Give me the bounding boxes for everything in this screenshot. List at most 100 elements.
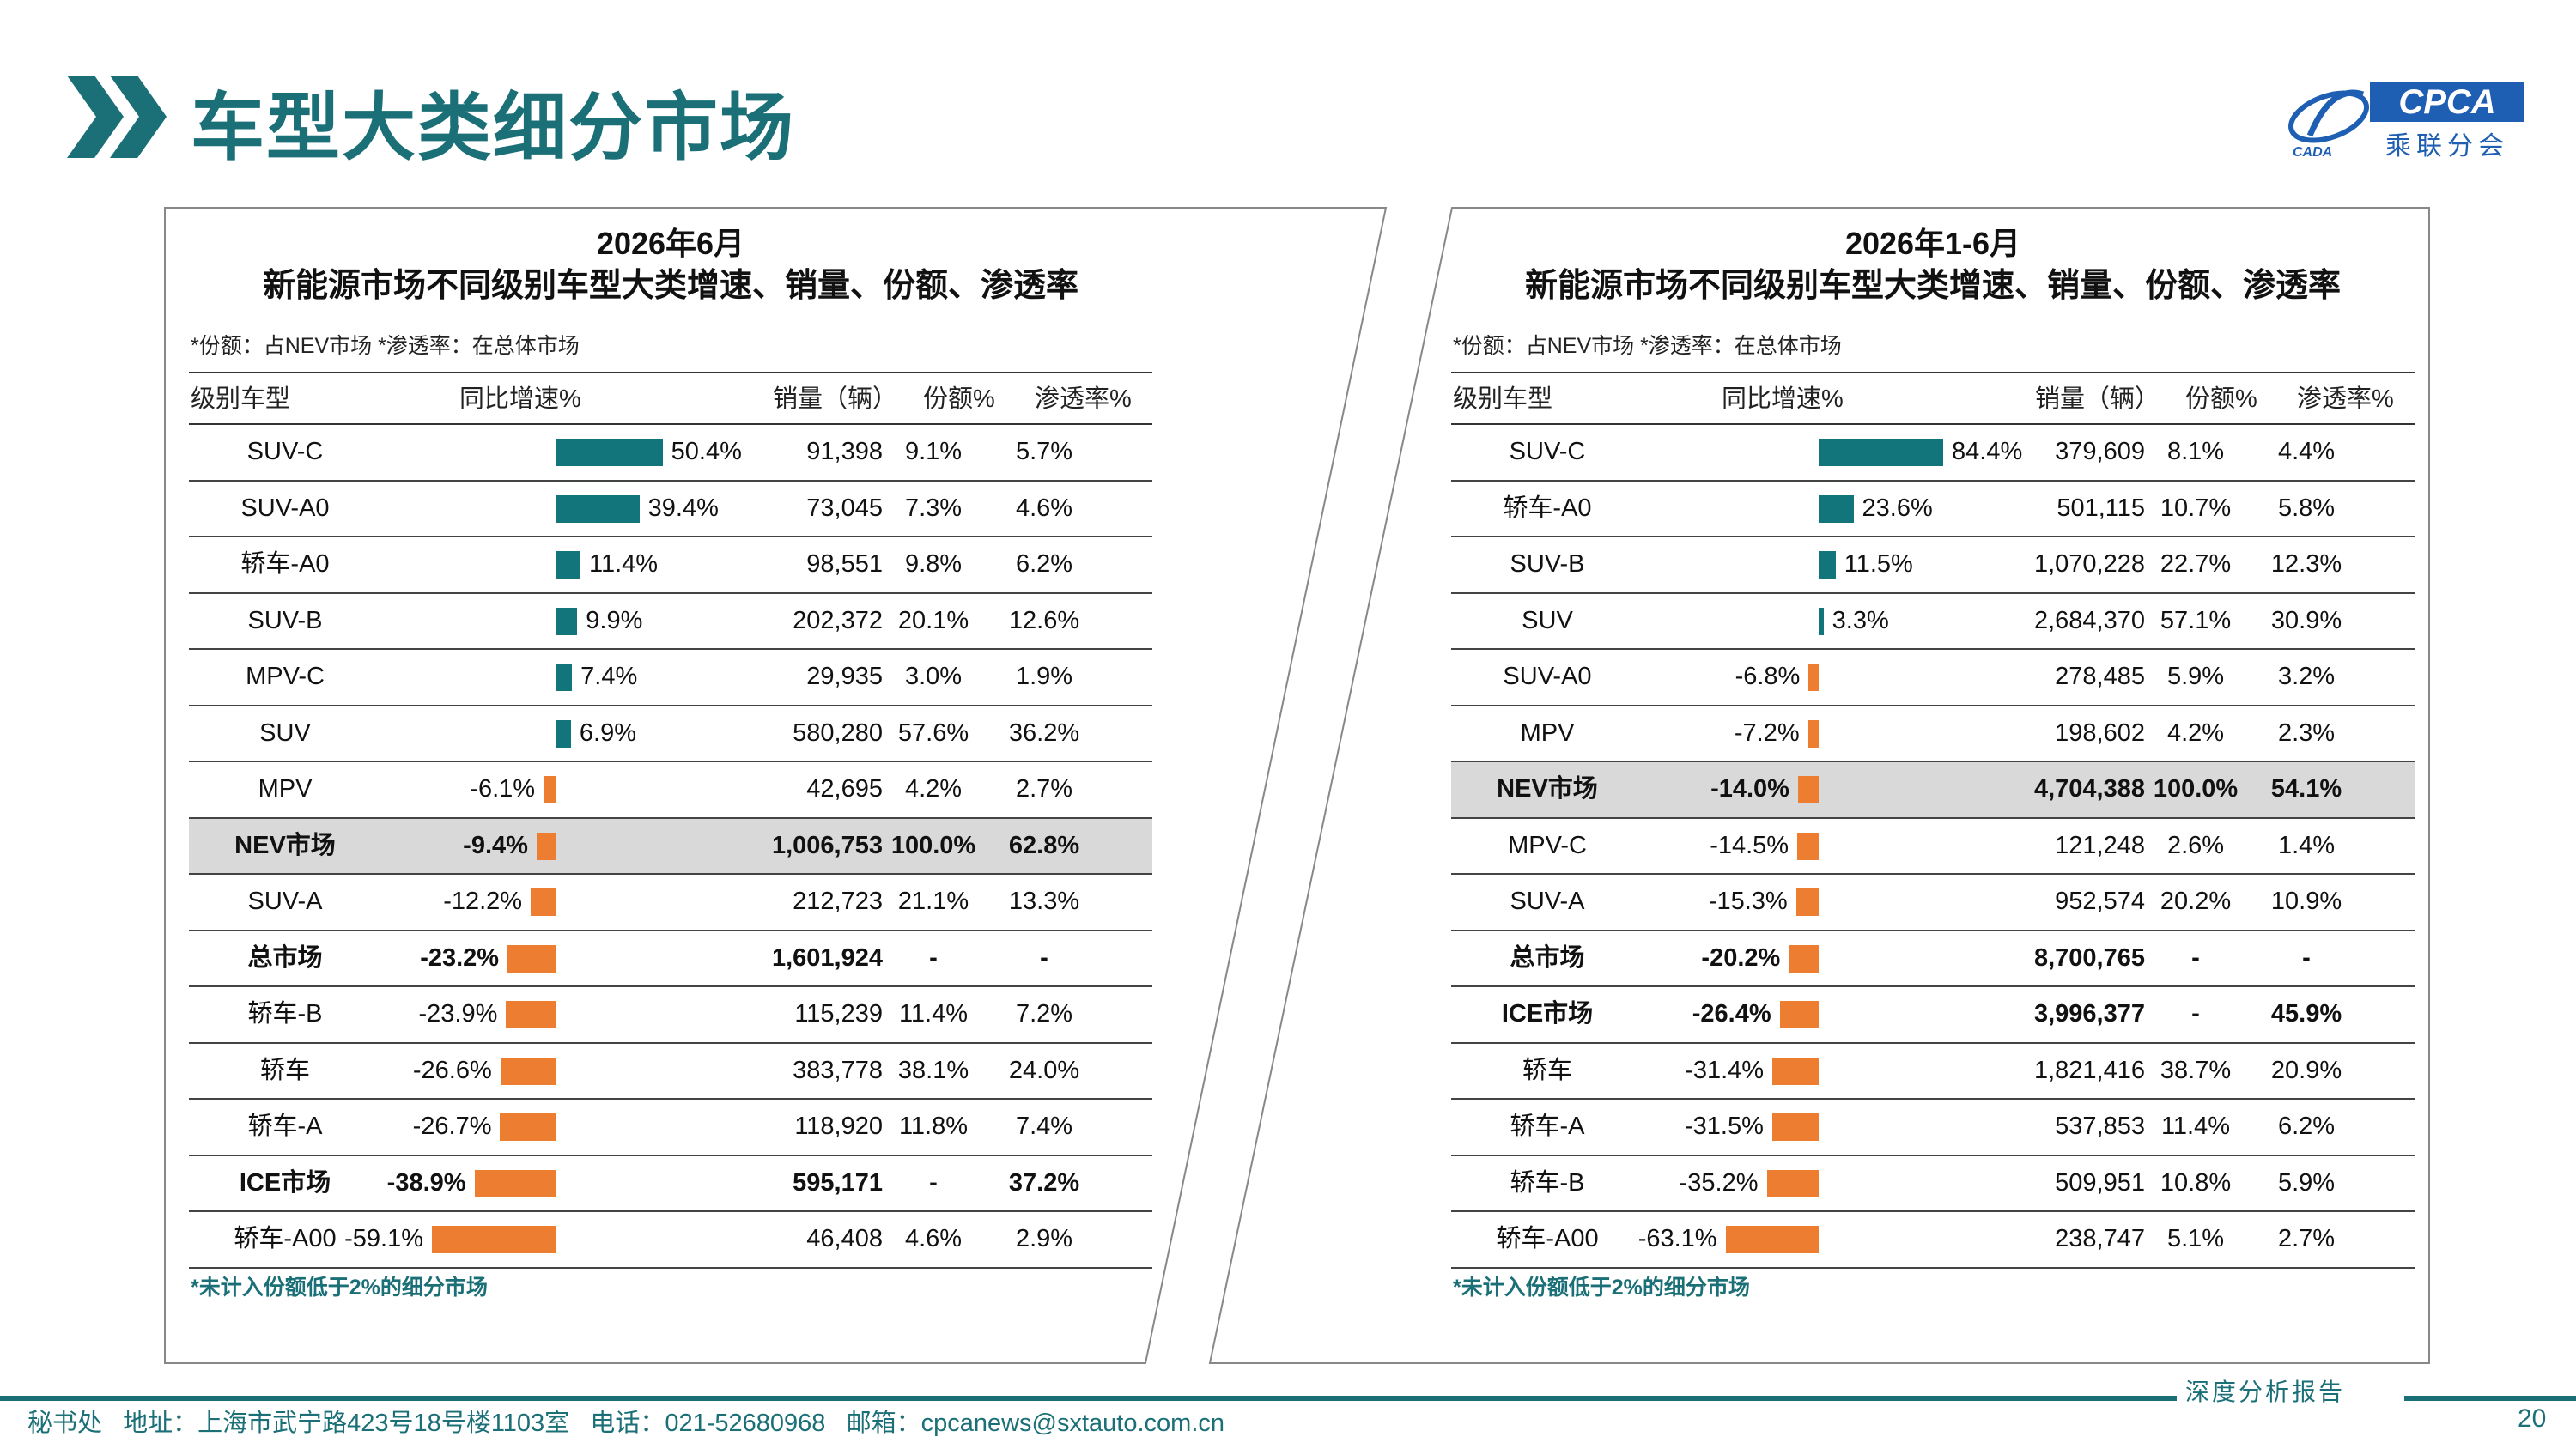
row-type: 轿车-A00 — [234, 1225, 337, 1252]
growth-bar-negative — [507, 944, 556, 973]
header-type: 级别车型 — [1453, 385, 1553, 413]
row-penetration: 45.9% — [2270, 1000, 2342, 1028]
growth-label: -26.4% — [1692, 1000, 1771, 1028]
row-penetration: 5.9% — [2277, 1168, 2336, 1197]
row-sales: 509,951 — [2055, 1168, 2145, 1197]
row-share: 38.1% — [897, 1056, 969, 1084]
row-type: 轿车 — [1522, 1056, 1572, 1084]
row-share: 22.7% — [2160, 550, 2232, 578]
row-sales: 121,248 — [2055, 831, 2145, 859]
row-penetration: 2.7% — [1015, 775, 1073, 803]
row-share: 11.4% — [898, 1000, 969, 1028]
row-sales: 2,684,370 — [2033, 606, 2145, 634]
table-row: 轿车-A0 23.6% 501,115 10.7% 5.8% — [1451, 482, 2415, 537]
row-share: 20.1% — [897, 606, 969, 634]
growth-label: -63.1% — [1637, 1225, 1717, 1252]
growth-label: 9.9% — [586, 606, 643, 634]
table-title: 2026年1-6月 — [1844, 226, 2021, 261]
growth-label: -38.9% — [386, 1168, 466, 1197]
left-panel-frame — [164, 207, 1388, 1364]
title-chevron-icon — [67, 76, 167, 158]
table-row: SUV 3.3% 2,684,370 57.1% 30.9% — [1451, 594, 2415, 650]
growth-bar-negative — [1789, 944, 1819, 973]
growth-bar-negative — [474, 1169, 556, 1197]
row-penetration: 10.9% — [2270, 888, 2342, 915]
row-type: ICE市场 — [239, 1168, 331, 1197]
header-share: 份额% — [923, 385, 995, 413]
row-type: SUV — [259, 718, 311, 747]
row-type: 轿车-A — [247, 1113, 323, 1140]
page-title: 车型大类细分市场 — [191, 87, 795, 169]
growth-bar-negative — [500, 1057, 556, 1085]
table-row: SUV 6.9% 580,280 57.6% 36.2% — [189, 706, 1152, 762]
growth-bar-negative — [1766, 1169, 1819, 1197]
row-sales: 595,171 — [793, 1168, 883, 1197]
row-type: SUV-A — [1510, 888, 1585, 915]
row-penetration: 62.8% — [1008, 831, 1080, 859]
row-penetration: 2.3% — [2277, 718, 2336, 747]
growth-bar-negative — [432, 1226, 556, 1253]
row-sales: 91,398 — [806, 438, 883, 465]
table-row: ICE市场 -26.4% 3,996,377 - 45.9% — [1451, 987, 2415, 1044]
row-type: 轿车-A00 — [1496, 1225, 1599, 1252]
header-penetration: 渗透率% — [1035, 385, 1132, 413]
row-type: MPV — [258, 775, 313, 803]
growth-label: -20.2% — [1701, 943, 1781, 972]
row-penetration: 7.4% — [1015, 1113, 1073, 1140]
growth-label: 7.4% — [580, 663, 638, 690]
table-subtitle: 新能源市场不同级别车型大类增速、销量、份额、渗透率 — [1524, 268, 2341, 304]
growth-label: -31.5% — [1685, 1113, 1764, 1140]
row-share: - — [2191, 1000, 2200, 1028]
table-row: SUV-C 84.4% 379,609 8.1% 4.4% — [1451, 425, 2415, 482]
growth-bar-positive — [1819, 607, 1824, 635]
row-share: 5.1% — [2166, 1225, 2225, 1252]
row-share: 57.1% — [2160, 606, 2232, 634]
row-sales: 1,006,753 — [771, 831, 883, 859]
growth-bar-negative — [1725, 1226, 1819, 1253]
growth-bar-negative — [506, 1001, 556, 1028]
growth-label: -14.0% — [1710, 775, 1789, 803]
growth-label: 23.6% — [1862, 494, 1933, 522]
growth-bar-negative — [1807, 719, 1819, 748]
growth-label: -6.8% — [1735, 663, 1801, 690]
table-row: 轿车-B -23.9% 115,239 11.4% 7.2% — [189, 987, 1152, 1044]
growth-label: 11.5% — [1844, 550, 1913, 578]
row-sales: 278,485 — [2055, 663, 2145, 690]
table-note: *份额：占NEV市场 *渗透率：在总体市场 — [1453, 334, 1842, 358]
row-share: 21.1% — [897, 888, 969, 915]
row-sales: 3,996,377 — [2033, 1000, 2145, 1028]
row-type: 轿车 — [259, 1056, 310, 1084]
table-june: 2026年6月 新能源市场不同级别车型大类增速、销量、份额、渗透率 *份额：占N… — [189, 219, 1152, 1335]
growth-label: -31.4% — [1685, 1056, 1765, 1084]
row-type: 轿车-B — [1510, 1168, 1585, 1197]
row-sales: 1,601,924 — [771, 943, 883, 972]
table-row: SUV-B 11.5% 1,070,228 22.7% 12.3% — [1451, 537, 2415, 594]
row-share: 7.3% — [904, 494, 963, 522]
row-sales: 29,935 — [806, 663, 883, 690]
row-type: MPV — [1520, 718, 1575, 747]
row-share: 57.6% — [897, 718, 969, 747]
table-row: MPV -6.1% 42,695 4.2% 2.7% — [189, 762, 1152, 819]
row-penetration: 13.3% — [1008, 888, 1080, 915]
table-row: MPV-C 7.4% 29,935 3.0% 1.9% — [189, 650, 1152, 706]
table-header: 级别车型 同比增速% 销量（辆） 份额% 渗透率% — [189, 372, 1152, 425]
row-sales: 212,723 — [793, 888, 883, 915]
row-type: SUV-B — [247, 606, 323, 634]
growth-label: -26.7% — [412, 1113, 492, 1140]
header-sales: 销量（辆） — [2035, 385, 2160, 413]
growth-bar-positive — [1819, 551, 1836, 579]
table-jan-jun: 2026年1-6月 新能源市场不同级别车型大类增速、销量、份额、渗透率 *份额：… — [1451, 219, 2415, 1335]
growth-bar-positive — [556, 494, 640, 523]
cpca-logo: CPCA CADA 乘联分会 — [2288, 82, 2524, 161]
row-penetration: 4.6% — [1015, 494, 1073, 522]
row-penetration: 2.9% — [1015, 1225, 1073, 1252]
growth-label: 84.4% — [1952, 438, 2023, 465]
row-share: 4.6% — [904, 1225, 963, 1252]
row-penetration: 30.9% — [2270, 606, 2342, 634]
table-row: MPV -7.2% 198,602 4.2% 2.3% — [1451, 706, 2415, 762]
row-share: 9.1% — [904, 438, 963, 465]
row-share: 11.4% — [2160, 1113, 2231, 1140]
growth-bar-positive — [556, 607, 578, 635]
table-row: 轿车 -26.6% 383,778 38.1% 24.0% — [189, 1044, 1152, 1100]
row-sales: 115,239 — [794, 1000, 883, 1028]
